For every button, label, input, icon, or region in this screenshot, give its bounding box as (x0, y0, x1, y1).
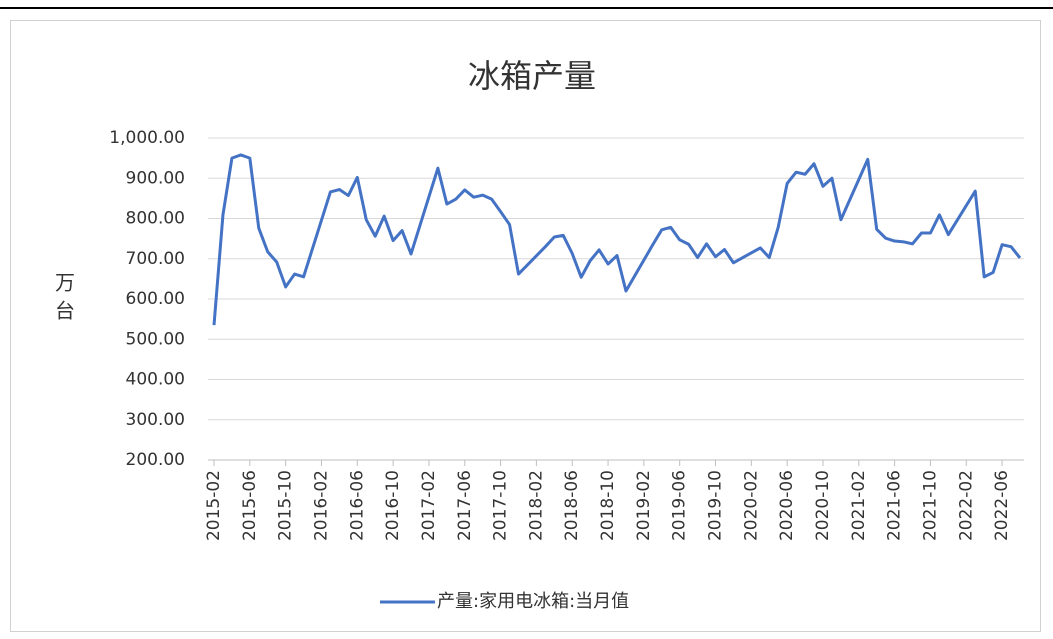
x-tick-label: 2017-06 (455, 470, 475, 541)
legend-label: 产量:家用电冰箱:当月值 (437, 591, 629, 612)
y-tick-label: 1,000.00 (109, 128, 185, 148)
x-tick-label: 2022-02 (956, 470, 976, 541)
data-line (212, 153, 1022, 326)
x-tick-label: 2022-06 (992, 470, 1012, 541)
x-tick-label: 2019-10 (706, 470, 726, 541)
x-tick-label: 2018-10 (598, 470, 618, 541)
y-tick-label: 900.00 (126, 168, 185, 188)
x-tick-label: 2020-10 (813, 470, 833, 541)
y-tick-label: 700.00 (126, 249, 185, 269)
y-axis-label: 万台 (52, 272, 76, 328)
x-tick-label: 2018-02 (526, 470, 546, 541)
x-tick-label: 2017-02 (419, 470, 439, 541)
x-tick-label: 2015-10 (276, 470, 296, 541)
x-tick-label: 2015-02 (204, 470, 224, 541)
x-tick-label: 2021-10 (920, 470, 940, 541)
x-tick-label: 2020-06 (777, 470, 797, 541)
x-tick-label: 2015-06 (240, 470, 260, 541)
y-tick-label: 600.00 (126, 289, 185, 309)
chart-title: 冰箱产量 (468, 57, 596, 95)
x-tick-label: 2021-06 (885, 470, 905, 541)
y-tick-label: 400.00 (126, 370, 185, 390)
x-tick-label: 2017-10 (491, 470, 511, 541)
x-tick-label: 2021-02 (849, 470, 869, 541)
x-tick-label: 2016-10 (383, 470, 403, 541)
x-tick-label: 2016-02 (311, 470, 331, 541)
x-tick-label: 2019-02 (634, 470, 654, 541)
x-tick-label: 2018-06 (562, 470, 582, 541)
x-tick-label: 2020-02 (741, 470, 761, 541)
chart-frame (10, 20, 1041, 632)
y-tick-label: 300.00 (126, 410, 185, 430)
y-tick-label: 500.00 (126, 329, 185, 349)
x-tick-label: 2016-06 (347, 470, 367, 541)
y-tick-label: 200.00 (126, 450, 185, 470)
y-tick-label: 800.00 (126, 209, 185, 229)
x-tick-label: 2019-06 (670, 470, 690, 541)
